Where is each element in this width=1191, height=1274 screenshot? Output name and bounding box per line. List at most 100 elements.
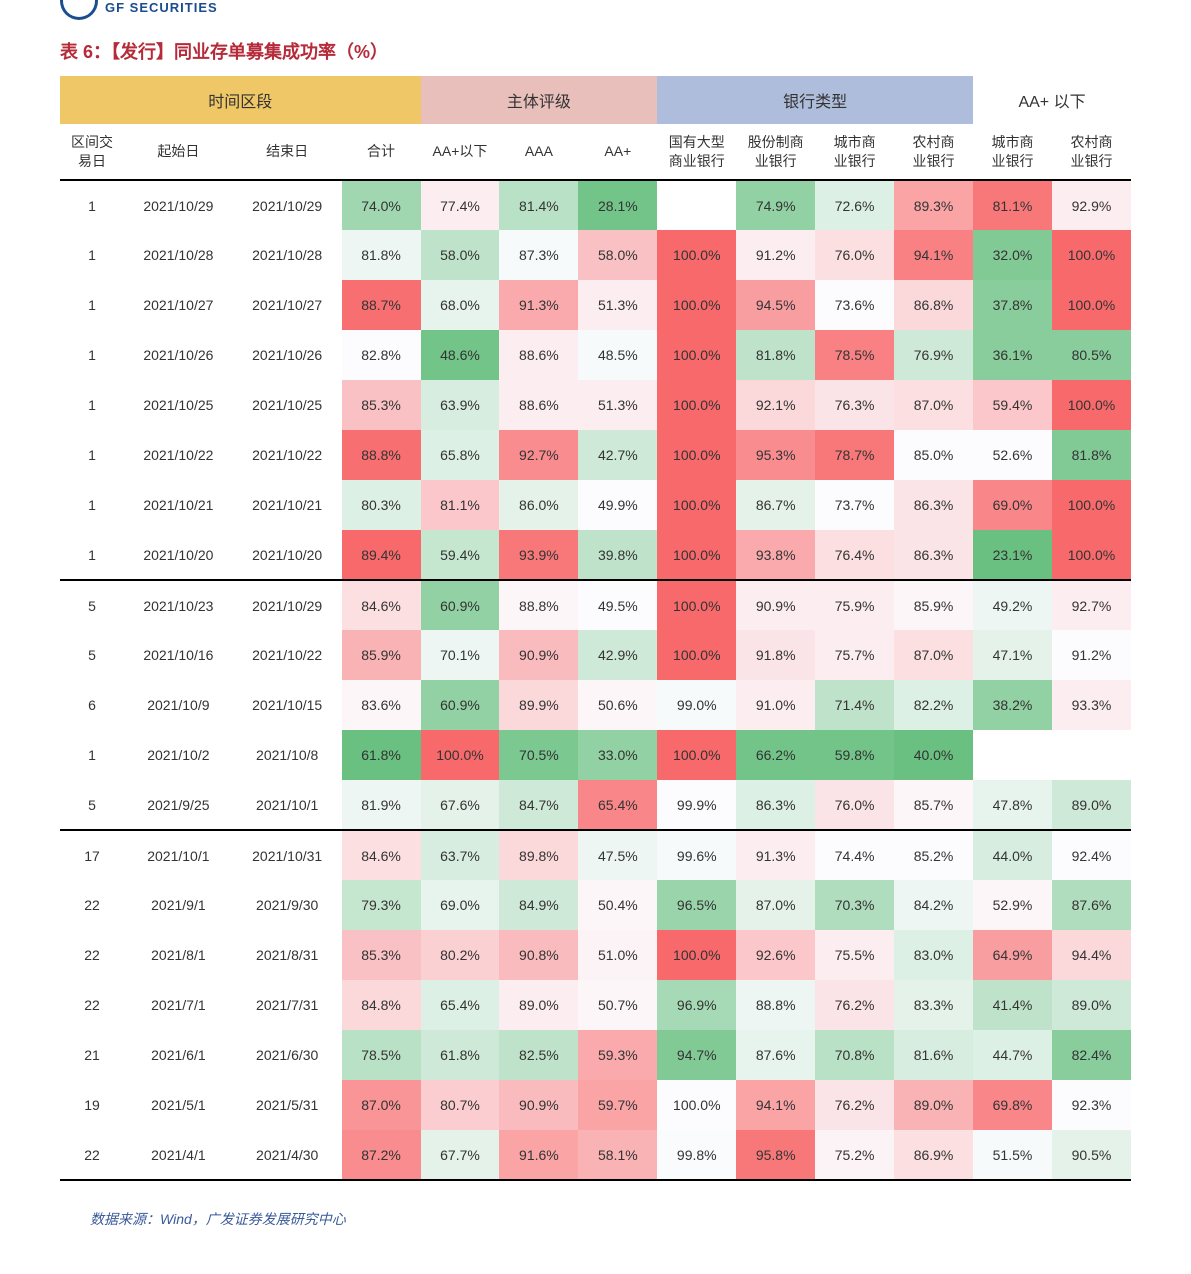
table-cell: 92.4%	[1052, 830, 1131, 880]
table-cell: 89.9%	[499, 680, 578, 730]
table-cell: 76.9%	[894, 330, 973, 380]
table-cell: 5	[60, 630, 124, 680]
table-cell: 76.3%	[815, 380, 894, 430]
table-cell: 81.1%	[421, 480, 500, 530]
table-cell: 2021/10/15	[233, 680, 342, 730]
table-cell: 59.7%	[578, 1080, 657, 1130]
table-title: 表 6：【发行】同业存单募集成功率（%）	[60, 42, 388, 62]
table-cell: 70.1%	[421, 630, 500, 680]
table-cell: 1	[60, 330, 124, 380]
table-cell: 100.0%	[657, 280, 736, 330]
table-cell: 86.3%	[894, 530, 973, 580]
table-cell: 59.4%	[973, 380, 1052, 430]
table-cell: 84.6%	[342, 830, 421, 880]
table-cell: 82.4%	[1052, 1030, 1131, 1080]
table-cell: 47.5%	[578, 830, 657, 880]
table-column-header: AAA	[499, 124, 578, 180]
table-cell: 22	[60, 1130, 124, 1180]
table-cell: 81.9%	[342, 780, 421, 830]
table-cell: 83.0%	[894, 930, 973, 980]
table-cell: 33.0%	[578, 730, 657, 780]
table-row: 12021/10/22021/10/861.8%100.0%70.5%33.0%…	[60, 730, 1131, 780]
table-cell: 2021/5/1	[124, 1080, 233, 1130]
table-cell: 2021/10/8	[233, 730, 342, 780]
table-cell: 74.9%	[736, 180, 815, 230]
table-cell: 84.6%	[342, 580, 421, 630]
table-cell: 81.8%	[736, 330, 815, 380]
table-cell: 92.7%	[1052, 580, 1131, 630]
table-cell: 96.5%	[657, 880, 736, 930]
table-cell: 28.1%	[578, 180, 657, 230]
table-cell: 91.6%	[499, 1130, 578, 1180]
table-cell: 86.3%	[736, 780, 815, 830]
table-cell: 81.8%	[1052, 430, 1131, 480]
table-cell: 92.6%	[736, 930, 815, 980]
table-cell: 90.5%	[1052, 1130, 1131, 1180]
table-cell: 86.9%	[894, 1130, 973, 1180]
table-cell: 90.9%	[736, 580, 815, 630]
table-cell: 88.6%	[499, 380, 578, 430]
table-cell: 67.6%	[421, 780, 500, 830]
success-rate-table: 时间区段主体评级银行类型AA+ 以下 区间交易日起始日结束日合计AA+以下AAA…	[60, 76, 1131, 1181]
table-cell: 100.0%	[657, 730, 736, 780]
table-cell: 22	[60, 880, 124, 930]
table-cell: 69.0%	[421, 880, 500, 930]
table-cell: 1	[60, 430, 124, 480]
table-row: 222021/9/12021/9/3079.3%69.0%84.9%50.4%9…	[60, 880, 1131, 930]
table-column-header: 结束日	[233, 124, 342, 180]
table-cell: 47.1%	[973, 630, 1052, 680]
table-cell: 80.5%	[1052, 330, 1131, 380]
table-cell: 70.8%	[815, 1030, 894, 1080]
table-cell: 2021/7/1	[124, 980, 233, 1030]
table-cell: 59.3%	[578, 1030, 657, 1080]
table-cell: 5	[60, 780, 124, 830]
table-cell: 80.7%	[421, 1080, 500, 1130]
table-row: 12021/10/252021/10/2585.3%63.9%88.6%51.3…	[60, 380, 1131, 430]
table-cell: 63.7%	[421, 830, 500, 880]
table-cell: 80.3%	[342, 480, 421, 530]
table-column-header: 股份制商业银行	[736, 124, 815, 180]
table-cell: 89.0%	[1052, 980, 1131, 1030]
table-cell: 88.8%	[342, 430, 421, 480]
table-cell: 59.8%	[815, 730, 894, 780]
table-cell: 44.7%	[973, 1030, 1052, 1080]
table-cell: 40.0%	[894, 730, 973, 780]
table-cell: 75.9%	[815, 580, 894, 630]
table-cell: 84.7%	[499, 780, 578, 830]
table-cell: 2021/10/26	[233, 330, 342, 380]
table-column-header: 合计	[342, 124, 421, 180]
table-cell: 2021/10/21	[124, 480, 233, 530]
table-cell: 100.0%	[1052, 230, 1131, 280]
table-cell: 89.4%	[342, 530, 421, 580]
table-cell: 82.2%	[894, 680, 973, 730]
table-cell: 48.5%	[578, 330, 657, 380]
table-cell: 38.2%	[973, 680, 1052, 730]
table-cell: 69.0%	[973, 480, 1052, 530]
table-cell: 87.2%	[342, 1130, 421, 1180]
table-cell: 2021/10/27	[124, 280, 233, 330]
table-cell: 72.6%	[815, 180, 894, 230]
table-group-header: AA+ 以下	[973, 76, 1131, 124]
table-cell: 70.3%	[815, 880, 894, 930]
table-cell: 2021/9/25	[124, 780, 233, 830]
table-cell: 2021/10/22	[124, 430, 233, 480]
table-cell: 94.7%	[657, 1030, 736, 1080]
table-cell: 84.8%	[342, 980, 421, 1030]
table-cell: 42.7%	[578, 430, 657, 480]
table-row: 222021/8/12021/8/3185.3%80.2%90.8%51.0%1…	[60, 930, 1131, 980]
table-cell: 2021/10/31	[233, 830, 342, 880]
table-cell: 58.1%	[578, 1130, 657, 1180]
table-cell: 58.0%	[578, 230, 657, 280]
table-cell: 89.0%	[894, 1080, 973, 1130]
table-cell: 1	[60, 180, 124, 230]
table-cell: 95.8%	[736, 1130, 815, 1180]
table-cell: 100.0%	[657, 230, 736, 280]
table-cell: 93.8%	[736, 530, 815, 580]
table-cell: 2021/10/16	[124, 630, 233, 680]
table-cell: 36.1%	[973, 330, 1052, 380]
table-cell: 80.2%	[421, 930, 500, 980]
table-cell: 2021/5/31	[233, 1080, 342, 1130]
table-cell: 75.2%	[815, 1130, 894, 1180]
table-cell: 85.9%	[342, 630, 421, 680]
table-cell: 52.6%	[973, 430, 1052, 480]
